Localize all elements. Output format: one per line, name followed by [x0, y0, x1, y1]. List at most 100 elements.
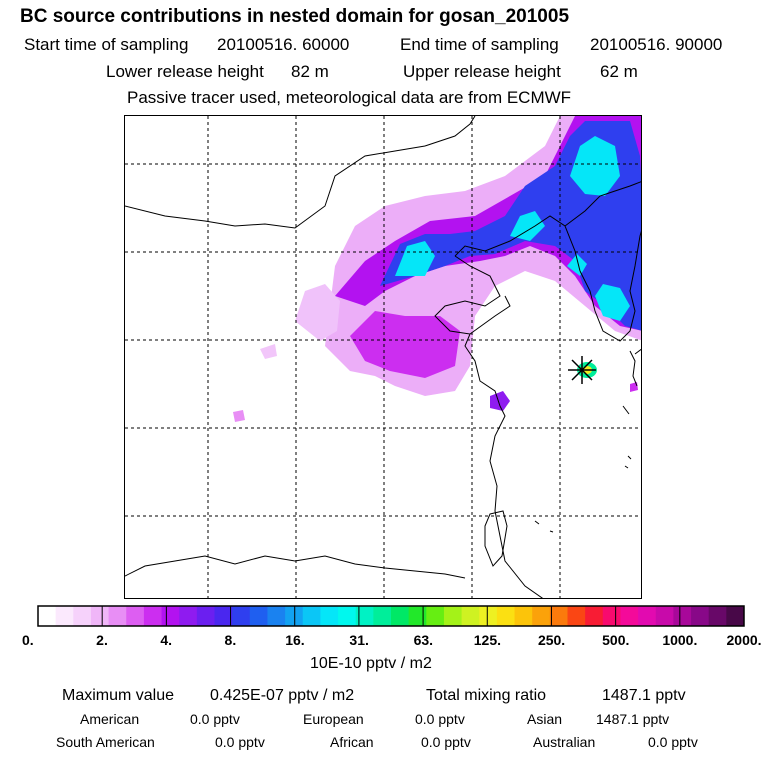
receptor-star-icon: [568, 356, 596, 384]
colorbar-cell: [479, 606, 498, 626]
max-value: 0.425E-07 pptv / m2: [210, 687, 355, 704]
lower-height-value: 82 m: [291, 62, 329, 81]
coast-korea: [579, 230, 641, 342]
coast-mainland: [424, 116, 476, 147]
colorbar-cell: [585, 606, 604, 626]
colorbar-cell: [143, 606, 163, 626]
colorbar-cell: [549, 606, 568, 626]
map-panel: [124, 115, 642, 599]
region-australian-name: Australian: [533, 734, 596, 750]
upper-height-value: 62 m: [600, 62, 638, 81]
colorbar-cell: [496, 606, 516, 626]
total-mixing-value: 1487.1 pptv: [602, 687, 686, 704]
region-southamerican-value: 0.0 pptv: [215, 734, 265, 750]
colorbar-cell: [391, 606, 410, 626]
colorbar-cells: [38, 606, 745, 626]
plume-blob-sw: [233, 410, 245, 422]
region-asian-name: Asian: [527, 711, 563, 727]
chart-title: BC source contributions in nested domain…: [20, 6, 570, 27]
colorbar-cell: [355, 606, 374, 626]
colorbar-tick-label: 16.: [285, 632, 305, 648]
colorbar-cell: [443, 606, 463, 626]
colorbar-cell: [320, 606, 339, 626]
plume-haze-west: [295, 284, 340, 341]
colorbar-tick-label: 250.: [537, 632, 566, 648]
colorbar-cell: [408, 606, 427, 626]
colorbar-tick-label: 31.: [349, 632, 369, 648]
coast-south: [125, 555, 466, 579]
end-time-label: End time of sampling: [400, 35, 559, 54]
colorbar-tick-label: 4.: [160, 632, 173, 648]
plume-cyan-2: [510, 211, 545, 241]
colorbar-cell: [161, 606, 180, 626]
colorbar-cell: [567, 606, 586, 626]
plume-cyan-3: [570, 136, 620, 196]
coast-liaodong: [454, 215, 581, 272]
plume-cyan-4: [595, 284, 630, 321]
region-european-name: European: [303, 711, 364, 727]
islands: [534, 455, 632, 533]
coast-bohai: [434, 255, 544, 598]
end-time-value: 20100516. 90000: [590, 35, 723, 54]
colorbar-cell: [532, 606, 551, 626]
colorbar-cell: [602, 606, 621, 626]
plume-cyan-1: [395, 241, 435, 276]
taiwan: [484, 510, 508, 567]
plume-blob: [260, 344, 277, 359]
colorbar-cell: [73, 606, 92, 626]
coastlines: [125, 116, 641, 598]
colorbar-cell: [179, 606, 198, 626]
colorbar-cell: [232, 606, 251, 626]
colorbar-tick-label: 63.: [413, 632, 434, 648]
colorbar-cell: [108, 606, 127, 626]
colorbar-cell: [514, 606, 533, 626]
colorbar-cell: [285, 606, 304, 626]
colorbar-cell: [620, 606, 639, 626]
colorbar-cell: [214, 606, 233, 626]
colorbar-cell: [196, 606, 215, 626]
region-american-name: American: [80, 711, 140, 727]
colorbar-cell: [673, 606, 692, 626]
coast-border: [564, 181, 641, 227]
colorbar-tick-label: 0.: [22, 632, 34, 648]
coast-north: [125, 145, 426, 229]
plume-purple-south: [350, 311, 460, 378]
coast-shandong: [469, 295, 511, 335]
region-australian-value: 0.0 pptv: [648, 734, 698, 750]
colorbar-cell: [426, 606, 445, 626]
colorbar-dividers: [101, 606, 681, 626]
colorbar-cell: [726, 606, 745, 626]
colorbar-tick-label: 1000.: [662, 632, 698, 648]
plume-shanghai: [490, 391, 510, 411]
colorbar-tick-label: 125.: [473, 632, 502, 648]
colorbar-cell: [249, 606, 268, 626]
colorbar-unit: 10E-10 pptv / m2: [310, 655, 432, 672]
star-ray: [571, 359, 593, 381]
plume-cyan-5: [567, 254, 587, 276]
colorbar-cell: [373, 606, 392, 626]
colorbar-cell: [267, 606, 286, 626]
start-time-value: 20100516. 60000: [217, 35, 350, 54]
plume-field: [233, 116, 641, 422]
colorbar-cell: [302, 606, 321, 626]
max-value-label: Maximum value: [62, 687, 175, 704]
japan-coast: [622, 348, 641, 415]
colorbar-tick-label: 8.: [224, 632, 237, 648]
upper-height-label: Upper release height: [403, 62, 561, 81]
colorbar-cell: [126, 606, 145, 626]
colorbar: [37, 605, 745, 627]
total-mixing-label: Total mixing ratio: [426, 687, 547, 704]
colorbar-cell: [338, 606, 357, 626]
region-african-value: 0.0 pptv: [421, 734, 471, 750]
colorbar-cell: [55, 606, 74, 626]
map-svg: [125, 116, 641, 598]
region-asian-value: 1487.1 pptv: [596, 711, 670, 727]
region-african-name: African: [330, 734, 374, 750]
colorbar-cell: [38, 606, 57, 626]
colorbar-cell: [638, 606, 657, 626]
colorbar-cell: [691, 606, 710, 626]
lower-height-label: Lower release height: [106, 62, 264, 81]
region-european-value: 0.0 pptv: [415, 711, 465, 727]
colorbar-cell: [90, 606, 110, 626]
tracer-note: Passive tracer used, meteorological data…: [127, 88, 572, 107]
